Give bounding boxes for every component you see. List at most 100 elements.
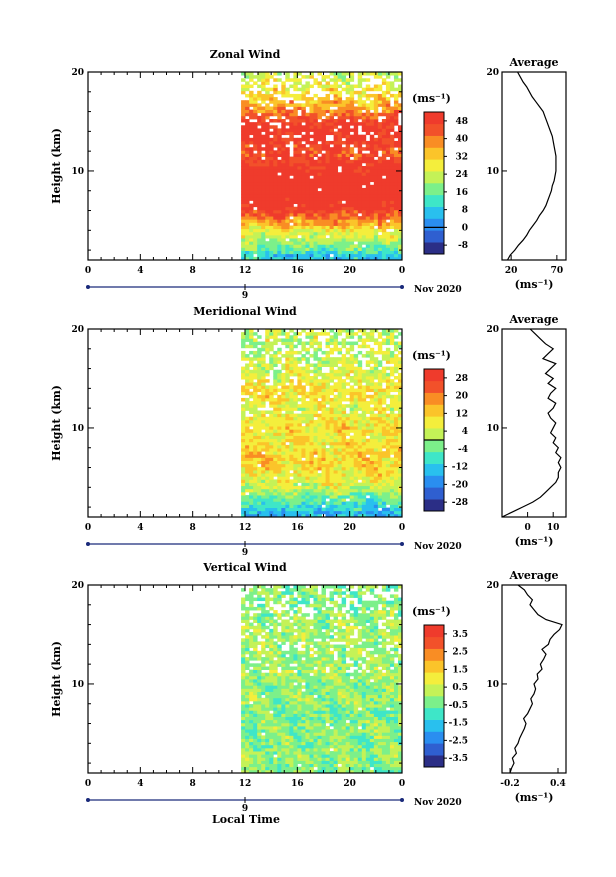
heatmap-cell bbox=[338, 229, 342, 233]
heatmap-cell bbox=[293, 172, 297, 176]
heatmap-cell bbox=[313, 150, 317, 154]
heatmap-cell bbox=[390, 150, 394, 154]
heatmap-cell bbox=[322, 470, 326, 474]
heatmap-cell bbox=[273, 511, 277, 515]
heatmap-cell bbox=[253, 100, 257, 104]
heatmap-cell bbox=[269, 125, 273, 129]
heatmap-cell bbox=[281, 486, 285, 490]
heatmap-cell bbox=[386, 235, 390, 239]
heatmap-cell bbox=[313, 732, 317, 736]
heatmap-cell bbox=[366, 213, 370, 217]
heatmap-cell bbox=[249, 197, 253, 201]
heatmap-cell bbox=[318, 106, 322, 110]
heatmap-cell bbox=[362, 238, 366, 242]
heatmap-cell bbox=[289, 457, 293, 461]
heatmap-cell bbox=[354, 197, 358, 201]
colorbar-segment bbox=[424, 183, 444, 195]
heatmap-cell bbox=[261, 241, 265, 245]
heatmap-cell bbox=[330, 423, 334, 427]
heatmap-cell bbox=[346, 125, 350, 129]
heatmap-cell bbox=[301, 486, 305, 490]
heatmap-cell bbox=[346, 404, 350, 408]
heatmap-cell bbox=[382, 338, 386, 342]
heatmap-cell bbox=[318, 235, 322, 239]
heatmap-cell bbox=[362, 498, 366, 502]
heatmap-cell bbox=[390, 125, 394, 129]
heatmap-cell bbox=[382, 188, 386, 192]
heatmap-cell bbox=[350, 216, 354, 220]
heatmap-cell bbox=[245, 417, 249, 421]
heatmap-cell bbox=[374, 342, 378, 346]
heatmap-cell bbox=[245, 345, 249, 349]
heatmap-cell bbox=[342, 160, 346, 164]
heatmap-cell bbox=[386, 342, 390, 346]
heatmap-cell bbox=[285, 354, 289, 358]
heatmap-cell bbox=[322, 229, 326, 233]
heatmap-cell bbox=[358, 407, 362, 411]
heatmap-cell bbox=[386, 191, 390, 195]
heatmap-cell bbox=[378, 113, 382, 117]
heatmap-cell bbox=[334, 160, 338, 164]
profile-units: (ms⁻¹) bbox=[515, 535, 554, 548]
heatmap-cell bbox=[358, 81, 362, 85]
heatmap-cell bbox=[330, 244, 334, 248]
heatmap-cell bbox=[394, 238, 398, 242]
heatmap-cell bbox=[338, 432, 342, 436]
heatmap-cell bbox=[265, 182, 269, 186]
heatmap-cell bbox=[241, 338, 245, 342]
heatmap-cell bbox=[394, 401, 398, 405]
heatmap-cell bbox=[285, 511, 289, 515]
heatmap-cell bbox=[293, 85, 297, 89]
heatmap-cell bbox=[374, 417, 378, 421]
heatmap-cell bbox=[257, 182, 261, 186]
heatmap-cell bbox=[354, 760, 358, 764]
heatmap-cell bbox=[374, 489, 378, 493]
heatmap-cell bbox=[285, 172, 289, 176]
heatmap-cell bbox=[277, 207, 281, 211]
heatmap-cell bbox=[390, 332, 394, 336]
heatmap-cell bbox=[301, 445, 305, 449]
heatmap-cell bbox=[261, 360, 265, 364]
heatmap-cell bbox=[362, 432, 366, 436]
heatmap-cell bbox=[390, 760, 394, 764]
heatmap-cell bbox=[297, 207, 301, 211]
heatmap-cell bbox=[378, 426, 382, 430]
heatmap-cell bbox=[313, 94, 317, 98]
heatmap-cell bbox=[245, 754, 249, 758]
heatmap-cell bbox=[249, 75, 253, 79]
heatmap-cell bbox=[261, 222, 265, 226]
heatmap-cell bbox=[269, 760, 273, 764]
heatmap-cell bbox=[354, 389, 358, 393]
heatmap-cell bbox=[394, 135, 398, 139]
heatmap-cell bbox=[285, 735, 289, 739]
heatmap-cell bbox=[366, 429, 370, 433]
heatmap-cell bbox=[257, 476, 261, 480]
heatmap-cell bbox=[305, 160, 309, 164]
heatmap-cell bbox=[293, 401, 297, 405]
heatmap-cell bbox=[382, 244, 386, 248]
heatmap-cell bbox=[289, 110, 293, 114]
heatmap-cell bbox=[313, 508, 317, 512]
heatmap-cell bbox=[285, 420, 289, 424]
heatmap-cell bbox=[370, 448, 374, 452]
heatmap-cell bbox=[394, 153, 398, 157]
heatmap-cell bbox=[334, 439, 338, 443]
heatmap-cell bbox=[334, 401, 338, 405]
heatmap-cell bbox=[249, 132, 253, 136]
heatmap-cell bbox=[338, 404, 342, 408]
heatmap-cell bbox=[342, 404, 346, 408]
heatmap-cell bbox=[358, 398, 362, 402]
heatmap-cell bbox=[378, 398, 382, 402]
heatmap-cell bbox=[374, 144, 378, 148]
heatmap-cell bbox=[386, 138, 390, 142]
heatmap-cell bbox=[378, 163, 382, 167]
heatmap-cell bbox=[301, 398, 305, 402]
heatmap-cell bbox=[378, 511, 382, 515]
heatmap-cell bbox=[245, 511, 249, 515]
heatmap-cell bbox=[281, 119, 285, 123]
heatmap-cell bbox=[354, 91, 358, 95]
heatmap-cell bbox=[338, 748, 342, 752]
heatmap-cell bbox=[322, 357, 326, 361]
heatmap-cell bbox=[382, 185, 386, 189]
x-tick-label: 0 bbox=[399, 523, 405, 533]
